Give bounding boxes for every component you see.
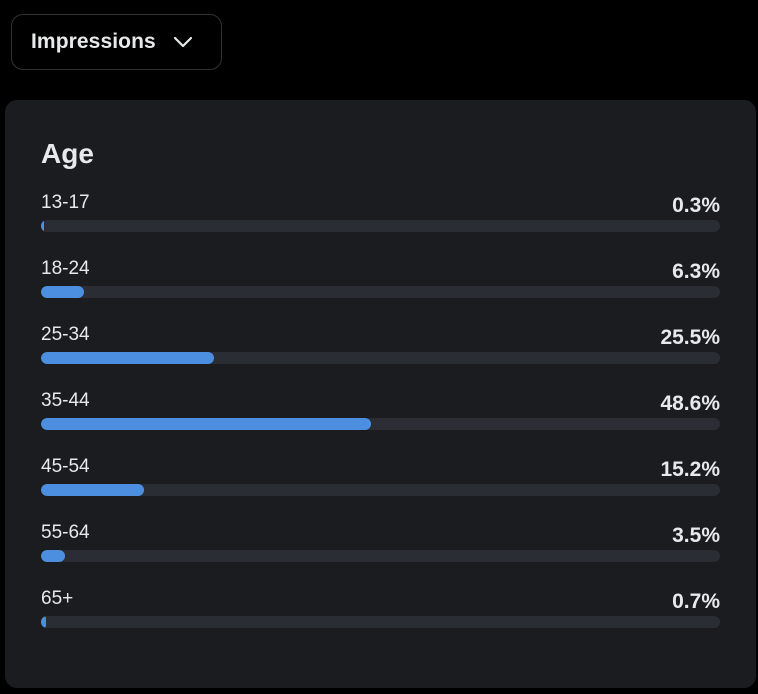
age-bar-fill bbox=[41, 286, 84, 298]
age-row-value: 6.3% bbox=[672, 260, 720, 283]
age-row-value: 48.6% bbox=[660, 392, 720, 415]
chevron-down-icon bbox=[172, 31, 194, 53]
age-row-value: 3.5% bbox=[672, 524, 720, 547]
age-row-label: 45-54 bbox=[41, 456, 90, 477]
age-row-label: 55-64 bbox=[41, 522, 90, 543]
age-row: 25-34 25.5% bbox=[41, 320, 720, 386]
age-bar-track bbox=[41, 616, 720, 628]
age-bar-track bbox=[41, 352, 720, 364]
age-row: 13-17 0.3% bbox=[41, 188, 720, 254]
age-bar-fill bbox=[41, 616, 46, 628]
age-bar-track bbox=[41, 286, 720, 298]
age-row-label: 65+ bbox=[41, 588, 74, 609]
age-row-value: 15.2% bbox=[660, 458, 720, 481]
age-row-label: 25-34 bbox=[41, 324, 90, 345]
age-bar-track bbox=[41, 220, 720, 232]
age-group-list: 13-17 0.3% 18-24 6.3% 25-34 25.5% 35-44 … bbox=[41, 188, 720, 650]
age-bar-track bbox=[41, 550, 720, 562]
age-row: 55-64 3.5% bbox=[41, 518, 720, 584]
metric-dropdown[interactable]: Impressions bbox=[11, 14, 222, 70]
age-row-label: 13-17 bbox=[41, 192, 90, 213]
age-bar-fill bbox=[41, 550, 65, 562]
age-row: 35-44 48.6% bbox=[41, 386, 720, 452]
age-row: 65+ 0.7% bbox=[41, 584, 720, 650]
age-bar-fill bbox=[41, 484, 145, 496]
card-title: Age bbox=[41, 138, 94, 169]
age-breakdown-card: Age 13-17 0.3% 18-24 6.3% 25-34 25.5% 35… bbox=[5, 100, 756, 688]
age-bar-fill bbox=[41, 352, 215, 364]
age-row-value: 0.7% bbox=[672, 590, 720, 613]
age-bar-fill bbox=[41, 220, 45, 232]
age-row-label: 35-44 bbox=[41, 390, 90, 411]
age-bar-fill bbox=[41, 418, 371, 430]
age-row-value: 0.3% bbox=[672, 194, 720, 217]
age-row-value: 25.5% bbox=[660, 326, 720, 349]
age-row: 45-54 15.2% bbox=[41, 452, 720, 518]
age-row: 18-24 6.3% bbox=[41, 254, 720, 320]
age-bar-track bbox=[41, 418, 720, 430]
age-row-label: 18-24 bbox=[41, 258, 90, 279]
metric-dropdown-label: Impressions bbox=[31, 30, 156, 53]
age-bar-track bbox=[41, 484, 720, 496]
